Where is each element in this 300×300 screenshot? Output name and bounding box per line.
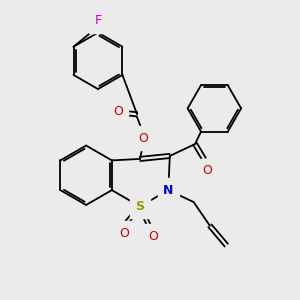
- Text: F: F: [94, 14, 101, 27]
- Text: O: O: [202, 164, 212, 177]
- Text: S: S: [136, 200, 145, 213]
- Text: O: O: [148, 230, 158, 243]
- Text: O: O: [138, 132, 148, 145]
- Text: O: O: [119, 227, 129, 240]
- Text: O: O: [113, 105, 123, 118]
- Text: N: N: [163, 184, 173, 196]
